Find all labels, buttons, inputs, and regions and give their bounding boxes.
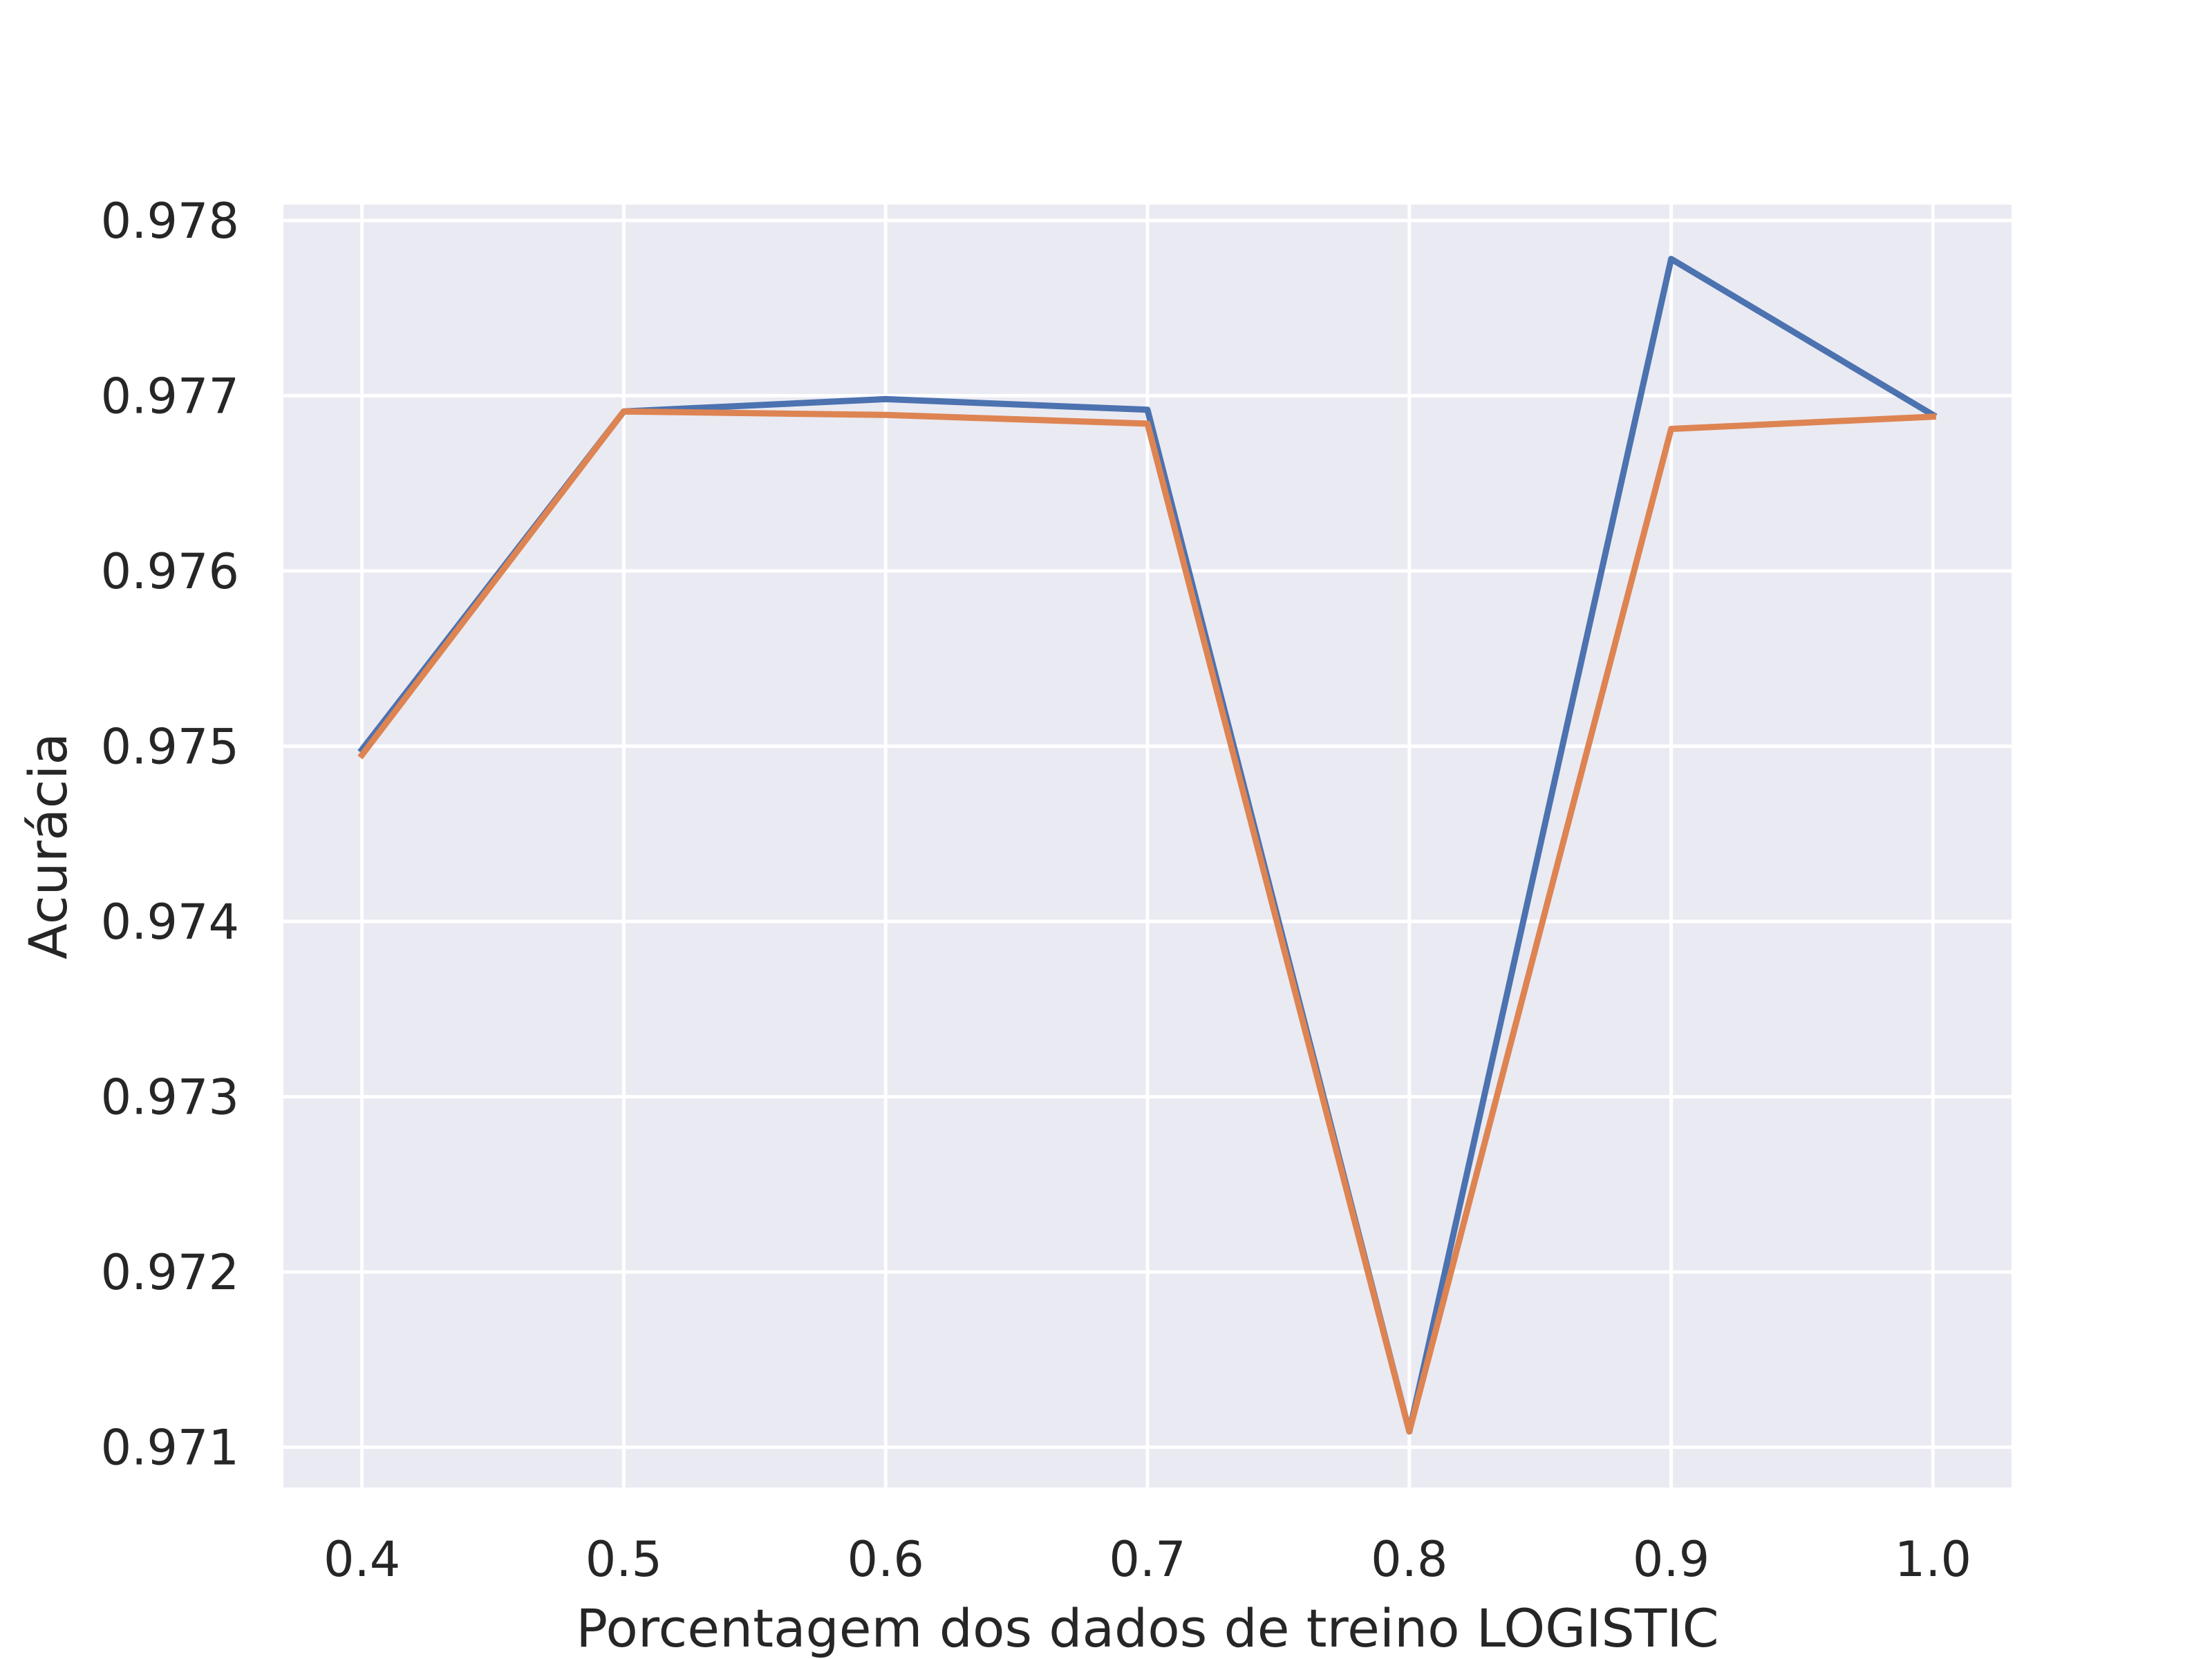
x-tick-labels: 0.4 0.5 0.6 0.7 0.8 0.9 1.0 xyxy=(324,1531,1971,1588)
y-tick-label: 0.972 xyxy=(101,1244,239,1301)
y-tick-label: 0.975 xyxy=(101,718,239,775)
y-tick-label: 0.976 xyxy=(101,543,239,600)
y-axis-label: Acurácia xyxy=(17,733,79,959)
series-2-line xyxy=(357,408,1937,1435)
y-tick-labels: 0.971 0.972 0.973 0.974 0.975 0.976 0.977 0.978 xyxy=(101,193,239,1477)
x-axis-label: Porcentagem dos dados de treino LOGISTIC xyxy=(576,1597,1718,1659)
x-tick-label: 0.6 xyxy=(847,1531,924,1588)
y-tick-label: 0.973 xyxy=(101,1069,239,1126)
x-tick-label: 0.7 xyxy=(1109,1531,1185,1588)
x-tick-label: 0.8 xyxy=(1371,1531,1447,1588)
x-tick-label: 0.5 xyxy=(585,1531,662,1588)
y-tick-label: 0.977 xyxy=(101,368,239,424)
x-tick-label: 0.4 xyxy=(324,1531,400,1588)
x-tick-label: 0.9 xyxy=(1633,1531,1709,1588)
y-tick-label: 0.974 xyxy=(101,894,239,950)
x-tick-label: 1.0 xyxy=(1895,1531,1971,1588)
y-gridlines xyxy=(283,218,2012,1450)
y-tick-label: 0.978 xyxy=(101,193,239,250)
series-lines xyxy=(357,256,1938,1435)
y-tick-label: 0.971 xyxy=(101,1420,239,1477)
